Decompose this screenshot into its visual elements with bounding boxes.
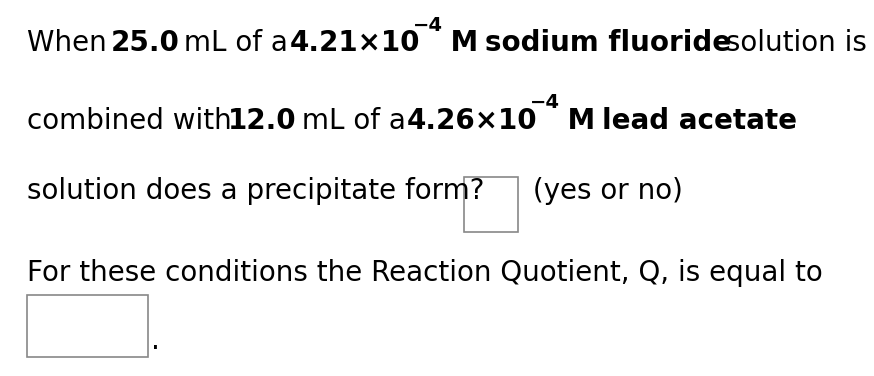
FancyBboxPatch shape — [27, 296, 148, 356]
Text: (yes or no): (yes or no) — [524, 177, 683, 205]
Text: lead acetate: lead acetate — [602, 107, 797, 135]
Text: combined with: combined with — [27, 107, 240, 135]
FancyBboxPatch shape — [464, 177, 518, 232]
Text: M: M — [558, 107, 605, 135]
Text: sodium fluoride: sodium fluoride — [485, 29, 731, 57]
Text: 4.26×10: 4.26×10 — [407, 107, 538, 135]
Text: 4.21×10: 4.21×10 — [290, 29, 420, 57]
Text: When: When — [27, 29, 115, 57]
Text: mL of a: mL of a — [175, 29, 297, 57]
Text: .: . — [151, 327, 160, 355]
Text: For these conditions the Reaction Quotient, Q, is equal to: For these conditions the Reaction Quotie… — [27, 259, 822, 287]
Text: solution is: solution is — [717, 29, 866, 57]
Text: M: M — [440, 29, 488, 57]
Text: −4: −4 — [413, 15, 442, 35]
Text: −4: −4 — [531, 93, 560, 112]
Text: 25.0: 25.0 — [110, 29, 179, 57]
Text: 12.0: 12.0 — [228, 107, 296, 135]
Text: solution does a precipitate form?: solution does a precipitate form? — [27, 177, 484, 205]
Text: mL of a: mL of a — [293, 107, 414, 135]
